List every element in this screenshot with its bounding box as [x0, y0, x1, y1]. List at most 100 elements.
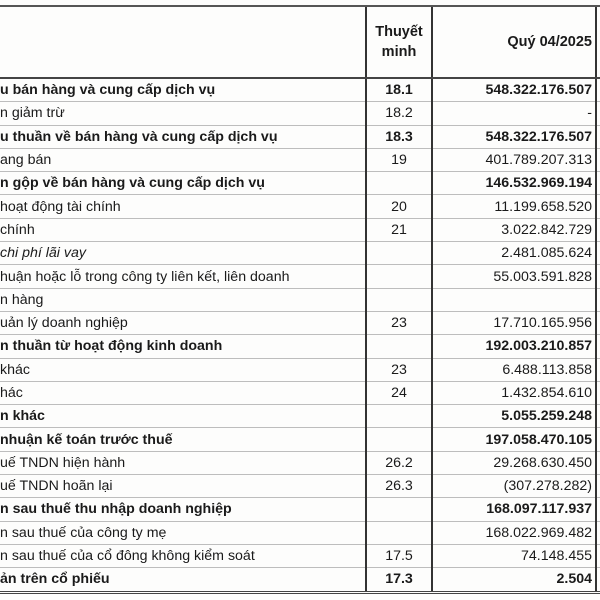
row-value: 192.003.210.857: [432, 334, 597, 359]
header-period: Quý 04/2025: [432, 7, 597, 79]
row-label: n thuần từ hoạt động kinh doanh: [0, 334, 367, 359]
table-row: n giảm trừ 18.2-: [0, 101, 600, 126]
row-value: 74.148.455: [432, 544, 597, 569]
header-note: Thuyết minh: [366, 7, 433, 79]
row-label: n hàng: [0, 288, 367, 312]
header-note-line1: Thuyết: [375, 24, 423, 40]
row-value: 5.055.259.248: [432, 404, 597, 429]
row-extra-cell: [596, 497, 600, 522]
table-row: ản trên cổ phiếu 17.3 2.504: [0, 567, 600, 594]
row-note: [366, 427, 433, 452]
row-value: 146.532.969.194: [432, 171, 597, 196]
table-row: hoạt động tài chính 20 11.199.658.520: [0, 194, 600, 219]
table-row: uế TNDN hoãn lại 26.3 (307.278.282): [0, 474, 600, 499]
row-note: [366, 288, 433, 312]
row-value: 2.504: [432, 567, 597, 594]
table-row: uế TNDN hiện hành 26.2 29.268.630.450: [0, 451, 600, 476]
table-row: n hàng: [0, 288, 600, 312]
row-extra-cell: [596, 567, 600, 594]
table-header-row: Thuyết minh Quý 04/2025: [0, 7, 600, 79]
row-label: chi phí lãi vay: [0, 241, 367, 266]
table-row: n khác 5.055.259.248: [0, 404, 600, 429]
row-extra-cell: [596, 451, 600, 476]
row-note: 26.2: [366, 451, 433, 476]
row-value: 11.199.658.520: [432, 194, 597, 219]
row-note: [366, 264, 433, 289]
table-row: nhuận kế toán trước thuế 197.058.470.105: [0, 427, 600, 452]
table-row: u bán hàng và cung cấp dịch vụ 18.1 548.32…: [0, 78, 600, 103]
row-label: u thuần về bán hàng và cung cấp dịch vụ: [0, 125, 367, 149]
table-row: n sau thuế thu nhập doanh nghiệp 168.097.…: [0, 497, 600, 522]
row-label: n sau thuế của cổ đông không kiểm soát: [0, 544, 367, 569]
table-row: chính 21 3.022.842.729: [0, 218, 600, 243]
row-label: huận hoặc lỗ trong công ty liên kết, liê…: [0, 264, 367, 289]
row-label: nhuận kế toán trước thuế: [0, 427, 367, 452]
row-note: 21: [366, 218, 433, 243]
row-note: [366, 171, 433, 196]
row-value: -: [432, 101, 597, 126]
row-extra-cell: [596, 241, 600, 266]
row-label: n sau thuế của công ty mẹ: [0, 521, 367, 545]
table-row: khác 23 6.488.113.858: [0, 358, 600, 382]
row-value: 197.058.470.105: [432, 427, 597, 452]
row-label: ang bán: [0, 148, 367, 173]
row-extra-cell: [596, 381, 600, 406]
row-label: uế TNDN hiện hành: [0, 451, 367, 476]
top-border: [0, 5, 600, 7]
row-label: n gộp về bán hàng và cung cấp dịch vụ: [0, 171, 367, 196]
table-row: hác 24 1.432.854.610: [0, 381, 600, 406]
row-value: 548.322.176.507: [432, 78, 597, 103]
row-note: 23: [366, 358, 433, 382]
row-note: 18.1: [366, 78, 433, 103]
income-statement-table: Thuyết minh Quý 04/2025 u bán hàng và cun…: [0, 7, 600, 594]
table-row: n sau thuế của cổ đông không kiểm soát 17…: [0, 544, 600, 569]
row-extra-cell: [596, 101, 600, 126]
row-extra-cell: [596, 218, 600, 243]
row-extra-cell: [596, 194, 600, 219]
row-note: 19: [366, 148, 433, 173]
row-note: [366, 334, 433, 359]
row-extra-cell: [596, 334, 600, 359]
row-label: uế TNDN hoãn lại: [0, 474, 367, 499]
table-row: ang bán 19 401.789.207.313: [0, 148, 600, 173]
row-label: khác: [0, 358, 367, 382]
row-label: u bán hàng và cung cấp dịch vụ: [0, 78, 367, 103]
header-note-line2: minh: [381, 44, 417, 60]
row-value: 55.003.591.828: [432, 264, 597, 289]
row-value: 17.710.165.956: [432, 311, 597, 336]
row-extra-cell: [596, 148, 600, 173]
row-label: hác: [0, 381, 367, 406]
row-note: 24: [366, 381, 433, 406]
row-label: ản trên cổ phiếu: [0, 567, 367, 594]
row-value: 6.488.113.858: [432, 358, 597, 382]
row-label: hoạt động tài chính: [0, 194, 367, 219]
row-extra-cell: [596, 427, 600, 452]
row-label: n giảm trừ: [0, 101, 367, 126]
row-note: 20: [366, 194, 433, 219]
row-extra-cell: [596, 521, 600, 545]
row-extra-cell: [596, 404, 600, 429]
row-label: uản lý doanh nghiệp: [0, 311, 367, 336]
row-extra-cell: [596, 358, 600, 382]
row-note: [366, 497, 433, 522]
table-row: u thuần về bán hàng và cung cấp dịch vụ 1…: [0, 125, 600, 149]
row-extra-cell: [596, 171, 600, 196]
row-value: 2.481.085.624: [432, 241, 597, 266]
header-label-cell: [0, 7, 367, 79]
row-value: 1.432.854.610: [432, 381, 597, 406]
row-extra-cell: [596, 311, 600, 336]
row-value: 401.789.207.313: [432, 148, 597, 173]
row-value: 168.022.969.482: [432, 521, 597, 545]
row-extra-cell: [596, 474, 600, 499]
row-note: [366, 241, 433, 266]
row-value: 29.268.630.450: [432, 451, 597, 476]
row-label: n khác: [0, 404, 367, 429]
row-value: (307.278.282): [432, 474, 597, 499]
row-note: 23: [366, 311, 433, 336]
row-label: n sau thuế thu nhập doanh nghiệp: [0, 497, 367, 522]
row-extra-cell: [596, 78, 600, 103]
table-row: huận hoặc lỗ trong công ty liên kết, liê…: [0, 264, 600, 289]
row-note: [366, 521, 433, 545]
row-note: 17.5: [366, 544, 433, 569]
row-extra-cell: [596, 264, 600, 289]
